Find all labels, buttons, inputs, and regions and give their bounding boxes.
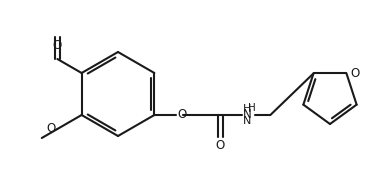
Text: H: H (248, 103, 256, 113)
Text: O: O (351, 67, 360, 80)
Text: O: O (53, 39, 62, 52)
Text: N: N (243, 108, 252, 121)
Text: O: O (216, 139, 225, 152)
Text: O: O (177, 108, 187, 121)
Text: O: O (46, 123, 55, 136)
Text: H
N: H N (243, 104, 252, 126)
